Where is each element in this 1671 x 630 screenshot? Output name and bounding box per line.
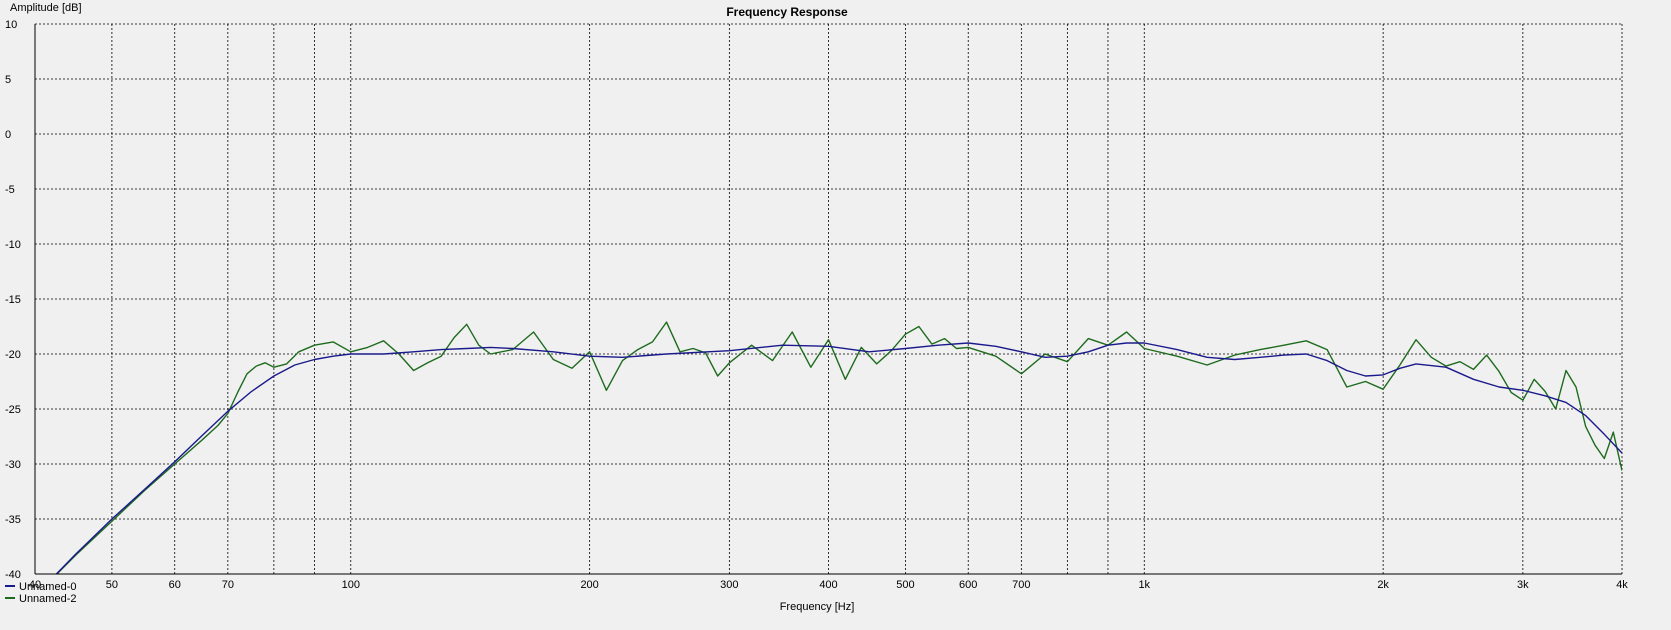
chart-title: Frequency Response [726, 5, 848, 19]
series-line-unnamed-0 [55, 342, 1622, 574]
legend-label: Unnamed-2 [19, 593, 76, 605]
x-tick-label: 3k [1517, 579, 1529, 591]
legend-label: Unnamed-0 [19, 581, 76, 593]
y-tick-label: 0 [5, 129, 11, 141]
y-tick-label: 10 [5, 19, 17, 31]
y-tick-label: -20 [5, 349, 21, 361]
x-tick-label: 2k [1377, 579, 1389, 591]
x-tick-label: 40 [29, 579, 41, 591]
x-axis-label: Frequency [Hz] [780, 601, 855, 613]
series-line-unnamed-2 [55, 321, 1622, 574]
series-layer [55, 321, 1622, 574]
grid-layer [34, 23, 1623, 575]
y-tick-label: -40 [5, 569, 21, 581]
x-tick-label: 700 [1012, 579, 1030, 591]
x-tick-label: 500 [896, 579, 914, 591]
x-tick-label: 100 [342, 579, 360, 591]
x-tick-label: 400 [819, 579, 837, 591]
y-tick-label: -10 [5, 239, 21, 251]
y-tick-label: -25 [5, 404, 21, 416]
y-axis-label: Amplitude [dB] [10, 2, 82, 14]
y-tick-label: -5 [5, 184, 15, 196]
y-tick-label: -15 [5, 294, 21, 306]
x-tick-label: 4k [1616, 579, 1628, 591]
x-tick-label: 1k [1138, 579, 1150, 591]
x-tick-label: 60 [169, 579, 181, 591]
y-tick-label: 5 [5, 74, 11, 86]
x-tick-label: 200 [580, 579, 598, 591]
x-tick-label: 70 [222, 579, 234, 591]
x-tick-label: 50 [106, 579, 118, 591]
x-tick-label: 300 [720, 579, 738, 591]
y-tick-label: -30 [5, 459, 21, 471]
x-tick-label: 600 [959, 579, 977, 591]
y-tick-label: -35 [5, 514, 21, 526]
